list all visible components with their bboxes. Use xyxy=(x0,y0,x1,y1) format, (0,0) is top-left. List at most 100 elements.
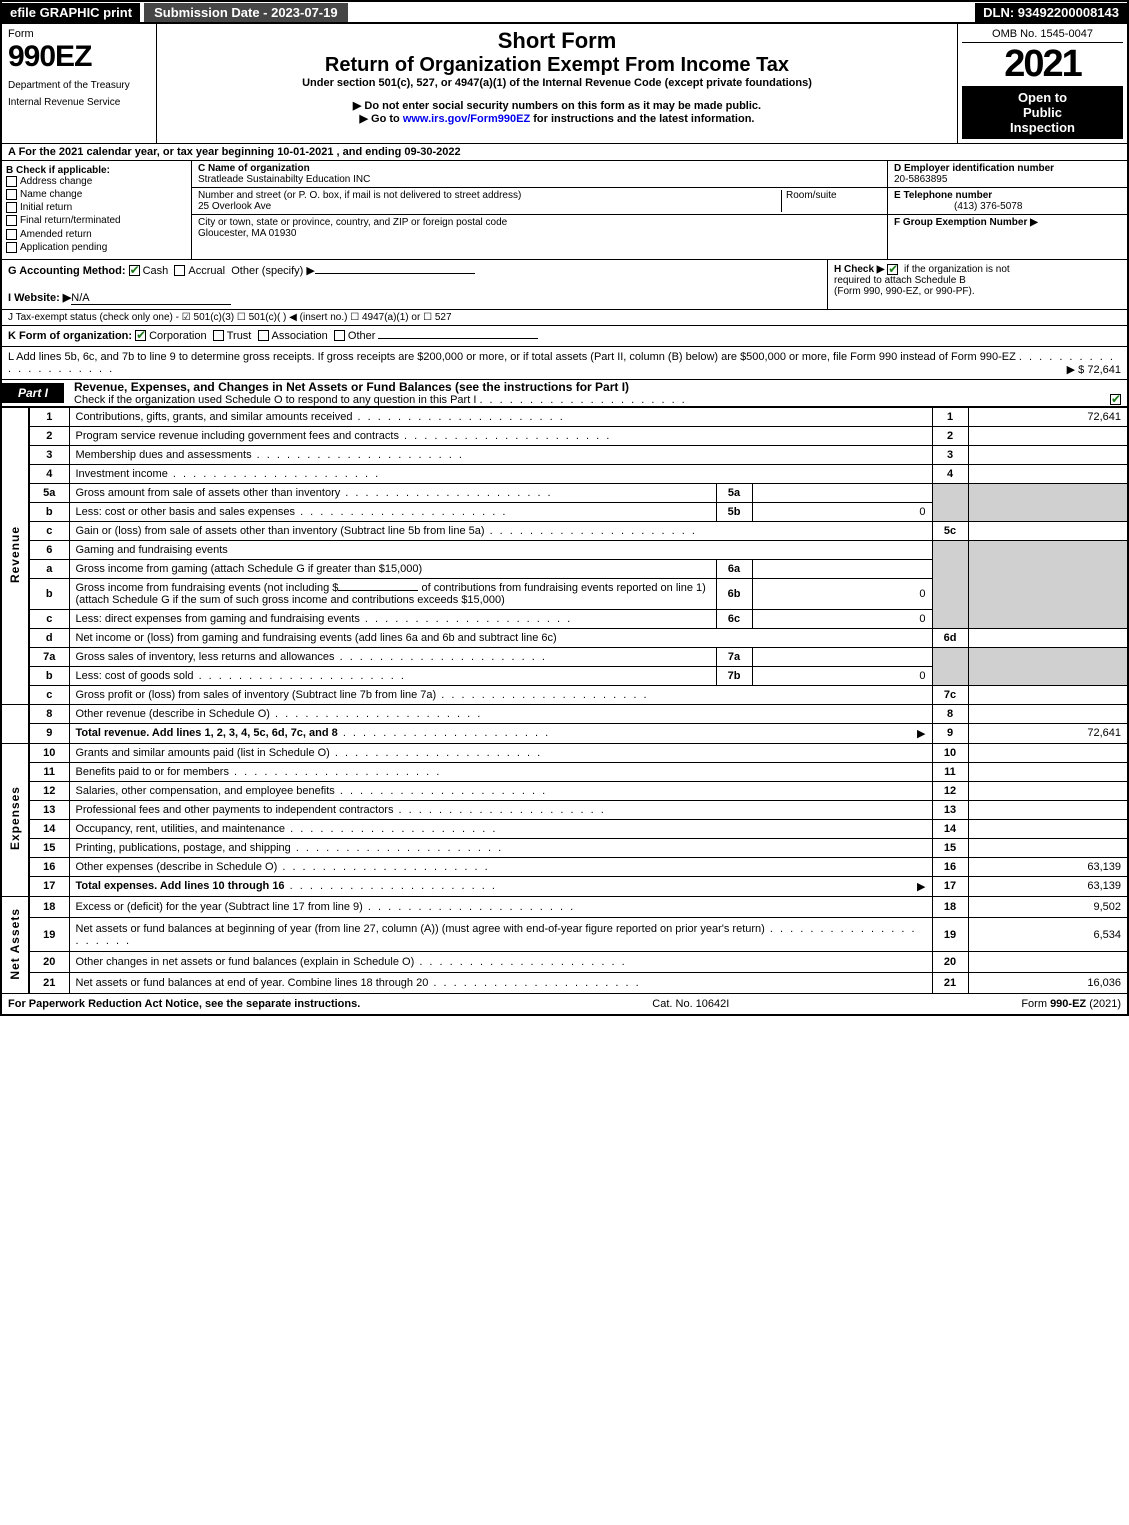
dln-label: DLN: 93492200008143 xyxy=(975,3,1127,22)
ein-block: D Employer identification number 20-5863… xyxy=(888,161,1127,188)
chk-cash[interactable] xyxy=(129,265,140,276)
table-row: 4 Investment income 4 xyxy=(1,464,1128,483)
org-name-label: C Name of organization xyxy=(198,163,310,174)
l18-desc-text: Excess or (deficit) for the year (Subtra… xyxy=(76,901,363,913)
tel-label: E Telephone number xyxy=(894,190,992,201)
dots-icon xyxy=(295,506,507,518)
l11-desc: Benefits paid to or for members xyxy=(69,762,932,781)
tax-year: 2021 xyxy=(962,43,1123,86)
chk-schedule-o[interactable] xyxy=(1110,394,1121,405)
expenses-vert-text: Expenses xyxy=(8,778,22,858)
l16-rn: 16 xyxy=(932,857,968,876)
l8-rv xyxy=(968,704,1128,723)
table-row: 14 Occupancy, rent, utilities, and maint… xyxy=(1,819,1128,838)
l6a-desc: Gross income from gaming (attach Schedul… xyxy=(69,559,716,578)
org-name: Stratleade Sustainabilty Education INC xyxy=(198,174,370,185)
l6b-blank[interactable] xyxy=(338,590,418,591)
chk-pending[interactable] xyxy=(6,242,17,253)
l2-rv xyxy=(968,426,1128,445)
line-k: K Form of organization: Corporation Trus… xyxy=(0,326,1129,347)
l2-desc-text: Program service revenue including govern… xyxy=(76,430,399,442)
table-row: 11 Benefits paid to or for members 11 xyxy=(1,762,1128,781)
goto-link[interactable]: ▶ Go to www.irs.gov/Form990EZ for instru… xyxy=(161,112,953,125)
lbl-accrual: Accrual xyxy=(188,265,225,277)
l6b-sn: 6b xyxy=(716,578,752,609)
l3-desc-text: Membership dues and assessments xyxy=(76,449,252,461)
dots-icon xyxy=(330,747,542,759)
l7b-no: b xyxy=(29,666,69,685)
chk-initial[interactable] xyxy=(6,202,17,213)
l6-shade-rv xyxy=(968,540,1128,628)
year-block: OMB No. 1545-0047 2021 Open to Public In… xyxy=(957,24,1127,143)
line-l: L Add lines 5b, 6c, and 7b to line 9 to … xyxy=(0,347,1129,380)
short-form-title: Short Form xyxy=(161,28,953,54)
dots-icon xyxy=(194,670,406,682)
l6d-desc: Net income or (loss) from gaming and fun… xyxy=(69,628,932,647)
lbl-other-org: Other xyxy=(348,330,376,342)
l11-desc-text: Benefits paid to or for members xyxy=(76,766,229,778)
l7a-sv xyxy=(752,647,932,666)
l4-desc-text: Investment income xyxy=(76,468,168,480)
netassets-vert-text: Net Assets xyxy=(8,900,22,988)
lbl-assoc: Association xyxy=(272,330,328,342)
l3-rn: 3 xyxy=(932,445,968,464)
chk-amended[interactable] xyxy=(6,229,17,240)
l2-rn: 2 xyxy=(932,426,968,445)
submission-date: Submission Date - 2023-07-19 xyxy=(144,3,348,22)
l5c-desc: Gain or (loss) from sale of assets other… xyxy=(69,521,932,540)
org-name-block: C Name of organization Stratleade Sustai… xyxy=(192,161,887,188)
part1-label: Part I xyxy=(2,383,64,403)
irs-link[interactable]: www.irs.gov/Form990EZ xyxy=(403,113,530,125)
chk-assoc[interactable] xyxy=(258,330,269,341)
lbl-address: Address change xyxy=(20,176,92,187)
chk-name[interactable] xyxy=(6,189,17,200)
info-row: B Check if applicable: Address change Na… xyxy=(0,161,1129,260)
chk-h[interactable] xyxy=(887,264,898,275)
room-label: Room/suite xyxy=(786,190,837,201)
l1-rn: 1 xyxy=(932,407,968,426)
chk-final[interactable] xyxy=(6,215,17,226)
l1-desc-text: Contributions, gifts, grants, and simila… xyxy=(76,411,353,423)
revenue-vert-text: Revenue xyxy=(8,518,22,591)
l14-desc-text: Occupancy, rent, utilities, and maintena… xyxy=(76,823,286,835)
chk-other-org[interactable] xyxy=(334,330,345,341)
footer-left: For Paperwork Reduction Act Notice, see … xyxy=(8,998,360,1010)
l2-desc: Program service revenue including govern… xyxy=(69,426,932,445)
l5c-rv xyxy=(968,521,1128,540)
footer-form-prefix: Form xyxy=(1021,998,1050,1010)
l14-rn: 14 xyxy=(932,819,968,838)
chk-trust[interactable] xyxy=(213,330,224,341)
l14-rv xyxy=(968,819,1128,838)
l7c-rn: 7c xyxy=(932,685,968,704)
open-line2: Public xyxy=(966,105,1119,120)
lbl-trust: Trust xyxy=(227,330,252,342)
page-footer: For Paperwork Reduction Act Notice, see … xyxy=(0,994,1129,1016)
l19-no: 19 xyxy=(29,917,69,951)
open-line3: Inspection xyxy=(966,120,1119,135)
line-j: J Tax-exempt status (check only one) - ☑… xyxy=(0,310,1129,326)
l21-desc: Net assets or fund balances at end of ye… xyxy=(69,973,932,994)
website-value: N/A xyxy=(71,292,231,305)
l6b-desc: Gross income from fundraising events (no… xyxy=(69,578,716,609)
revenue-vert: Revenue xyxy=(1,407,29,704)
line-g: G Accounting Method: Cash Accrual Other … xyxy=(2,260,827,309)
table-row: d Net income or (loss) from gaming and f… xyxy=(1,628,1128,647)
dots-icon xyxy=(363,901,575,913)
l17-desc-text: Total expenses. Add lines 10 through 16 xyxy=(76,880,285,892)
chk-address[interactable] xyxy=(6,176,17,187)
l6c-desc-text: Less: direct expenses from gaming and fu… xyxy=(76,613,360,625)
l16-no: 16 xyxy=(29,857,69,876)
open-line1: Open to xyxy=(966,90,1119,105)
chk-accrual[interactable] xyxy=(174,265,185,276)
dots-icon xyxy=(340,487,552,499)
l3-desc: Membership dues and assessments xyxy=(69,445,932,464)
other-input[interactable] xyxy=(315,273,475,274)
l9-no: 9 xyxy=(29,723,69,743)
other-org-input[interactable] xyxy=(378,338,538,339)
l8-rn: 8 xyxy=(932,704,968,723)
l6c-sv: 0 xyxy=(752,609,932,628)
l6-no: 6 xyxy=(29,540,69,559)
l7c-rv xyxy=(968,685,1128,704)
l16-desc: Other expenses (describe in Schedule O) xyxy=(69,857,932,876)
chk-corp[interactable] xyxy=(135,330,146,341)
